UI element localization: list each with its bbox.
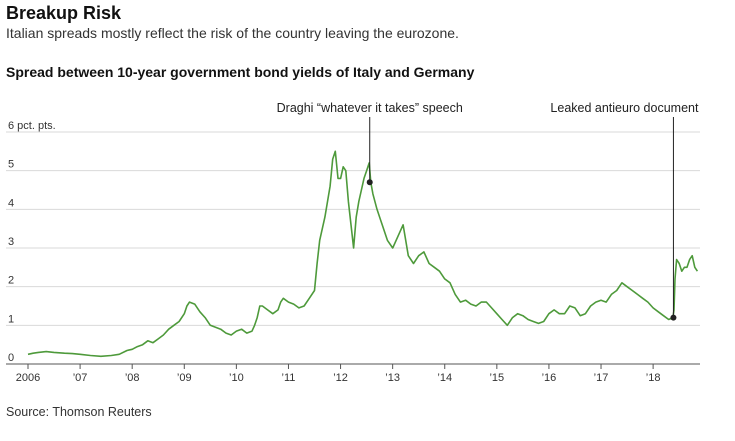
y-tick-label: 4	[8, 197, 14, 209]
x-tick-label: ’17	[594, 372, 609, 384]
y-tick-label: 3	[8, 236, 14, 248]
grid-layer	[6, 131, 700, 326]
x-tick-label: ’13	[385, 372, 400, 384]
y-tick-label: 6 pct. pts.	[8, 120, 56, 132]
y-axis-labels: 0 1 2 3 4 5 6 pct. pts.	[8, 120, 56, 364]
x-tick-label: ’11	[282, 372, 296, 384]
x-axis: 2006 ’07 ’08 ’09 ’10 ’11 ’12 ’13 ’14 ’15 ’16 ’17 ’18	[6, 363, 700, 384]
source-note: Source: Thomson Reuters	[6, 405, 152, 419]
series-layer	[27, 150, 699, 358]
x-tick-label: ’08	[125, 372, 140, 384]
x-tick-label: ’10	[229, 372, 244, 384]
x-tick-label: ’15	[489, 372, 504, 384]
y-tick-label: 2	[8, 275, 14, 287]
y-tick-label: 0	[8, 352, 14, 364]
header-subtitle: Italian spreads mostly reflect the risk …	[6, 25, 459, 41]
annotation-layer: Draghi “whatever it takes” speech Leaked …	[277, 101, 699, 321]
y-tick-label: 1	[8, 313, 14, 325]
x-tick-label: ’16	[542, 372, 557, 384]
y-tick-label: 5	[8, 159, 14, 171]
x-tick-label: ’18	[646, 372, 661, 384]
x-tick-label: 2006	[16, 372, 40, 384]
annotation-dot	[366, 179, 373, 186]
x-tick-label: ’12	[333, 372, 348, 384]
annotation-label: Draghi “whatever it takes” speech	[277, 101, 463, 115]
chart-title: Spread between 10-year government bond y…	[6, 64, 475, 80]
x-tick-label: ’07	[73, 372, 88, 384]
x-tick-label: ’14	[437, 372, 452, 384]
annotation-dot	[670, 314, 677, 321]
x-tick-label: ’09	[177, 372, 192, 384]
series-line	[27, 150, 699, 358]
header-title: Breakup Risk	[6, 3, 122, 23]
annotation-label: Leaked antieuro document	[550, 101, 699, 115]
